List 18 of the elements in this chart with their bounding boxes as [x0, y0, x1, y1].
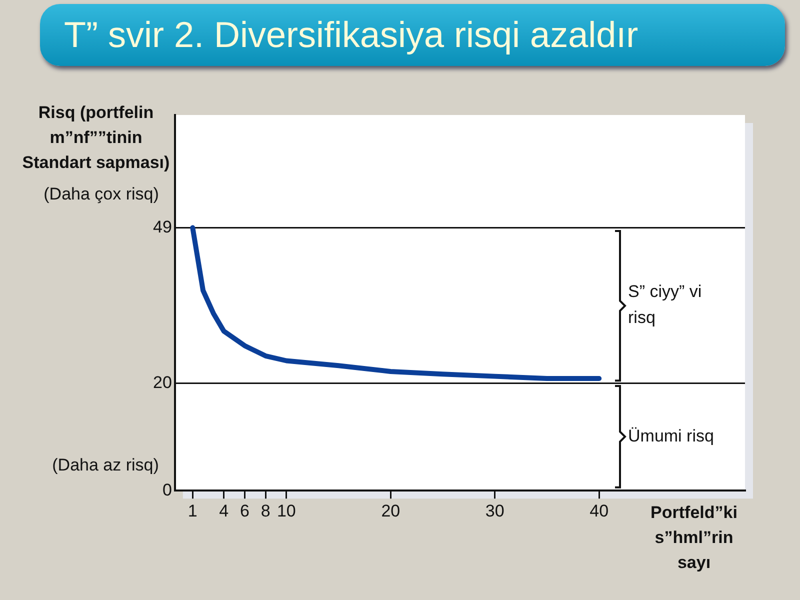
x-tick-label: 4 — [219, 501, 229, 520]
x-axis-title: Portfeld”ki s”hml”rin sayı — [650, 502, 738, 574]
y-tick-label: 49 — [152, 217, 172, 236]
text: (Daha az risq) — [52, 455, 159, 474]
text: (Daha çox risq) — [44, 184, 159, 204]
x-tick-label: 6 — [240, 501, 250, 520]
x-tick-label: 40 — [590, 501, 609, 520]
annotation: Ümumi risq — [628, 426, 714, 446]
y-axis-title: Risq (portfelin m”nf””tinin Standart sapması) — [21, 102, 171, 174]
x-tick-label: 30 — [485, 501, 504, 520]
y-tick-label: 20 — [152, 372, 172, 392]
annotation: S” ciyy” vi risq — [628, 282, 702, 328]
x-tick-label: 1 — [188, 501, 198, 520]
y-tick-label: 0 — [162, 480, 172, 500]
x-tick-label: 8 — [260, 501, 270, 520]
x-tick-label: 20 — [381, 501, 400, 520]
chart-title: T” svir 2. Diversifikasiya risqi azaldır — [40, 4, 785, 66]
x-tick-label: 10 — [276, 501, 296, 520]
